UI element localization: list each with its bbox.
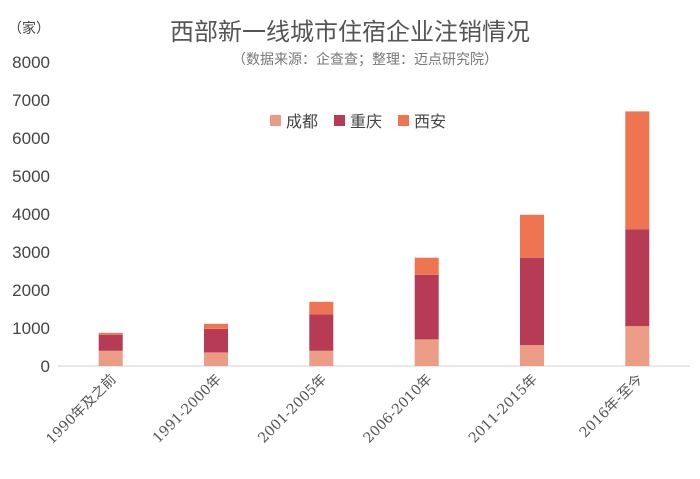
bar-2-6 bbox=[625, 229, 650, 327]
bar-1-2 bbox=[204, 352, 228, 366]
y-tick-label: 5000 bbox=[12, 167, 50, 186]
y-tick-label: 6000 bbox=[12, 129, 50, 148]
bar-1-6 bbox=[625, 326, 650, 366]
bar-2-1 bbox=[98, 334, 123, 351]
y-tick-label: 3000 bbox=[12, 243, 50, 262]
bar-2-2 bbox=[204, 328, 228, 353]
bar-1-3 bbox=[309, 350, 334, 366]
bar-3-3 bbox=[309, 301, 334, 315]
legend-swatch bbox=[334, 115, 345, 126]
bar-2-5 bbox=[520, 257, 544, 346]
bar-3-6 bbox=[625, 111, 650, 230]
bar-2-4 bbox=[414, 274, 439, 340]
y-tick-label: 4000 bbox=[12, 205, 50, 224]
legend-swatch bbox=[270, 115, 281, 126]
x-tick-label: 2001-2005年 bbox=[255, 372, 330, 447]
y-tick-label: 0 bbox=[41, 357, 50, 376]
legend: 成都 重庆 西安 bbox=[270, 112, 446, 131]
bar-3-1 bbox=[98, 332, 123, 335]
bar-2-3 bbox=[309, 314, 334, 351]
y-tick-label: 2000 bbox=[12, 281, 50, 300]
bar-3-5 bbox=[520, 214, 544, 258]
x-tick-label: 1990年及之前 bbox=[43, 371, 120, 448]
y-axis-ticks: 0 1000 2000 3000 4000 5000 6000 7000 8000 bbox=[12, 53, 50, 376]
chart-title: 西部新一线城市住宿企业注销情况 bbox=[170, 18, 530, 46]
y-tick-label: 1000 bbox=[12, 319, 50, 338]
chart-subtitle: （数据来源：企查查；整理：迈点研究院） bbox=[232, 51, 498, 68]
y-tick-label: 8000 bbox=[12, 53, 50, 72]
x-tick-label: 2016年-至今 bbox=[577, 372, 647, 442]
legend-swatch bbox=[398, 115, 409, 126]
bar-3-2 bbox=[204, 323, 228, 329]
bar-1-5 bbox=[520, 345, 544, 366]
bar-3-4 bbox=[414, 257, 439, 275]
x-tick-label: 2006-2010年 bbox=[361, 372, 436, 447]
bar-1-1 bbox=[98, 350, 123, 366]
legend-label: 重庆 bbox=[350, 112, 382, 131]
x-axis-ticks: 1990年及之前 1991-2000年 2001-2005年 2006-2010年 20… bbox=[43, 371, 646, 448]
bars bbox=[98, 111, 650, 366]
x-tick-label: 1991-2000年 bbox=[150, 372, 225, 447]
x-tick-label: 2011-2015年 bbox=[466, 372, 541, 447]
y-axis-unit: （家） bbox=[8, 20, 50, 37]
y-tick-label: 7000 bbox=[12, 91, 50, 110]
bar-1-4 bbox=[414, 339, 439, 366]
legend-label: 西安 bbox=[414, 112, 446, 131]
legend-label: 成都 bbox=[286, 112, 318, 131]
